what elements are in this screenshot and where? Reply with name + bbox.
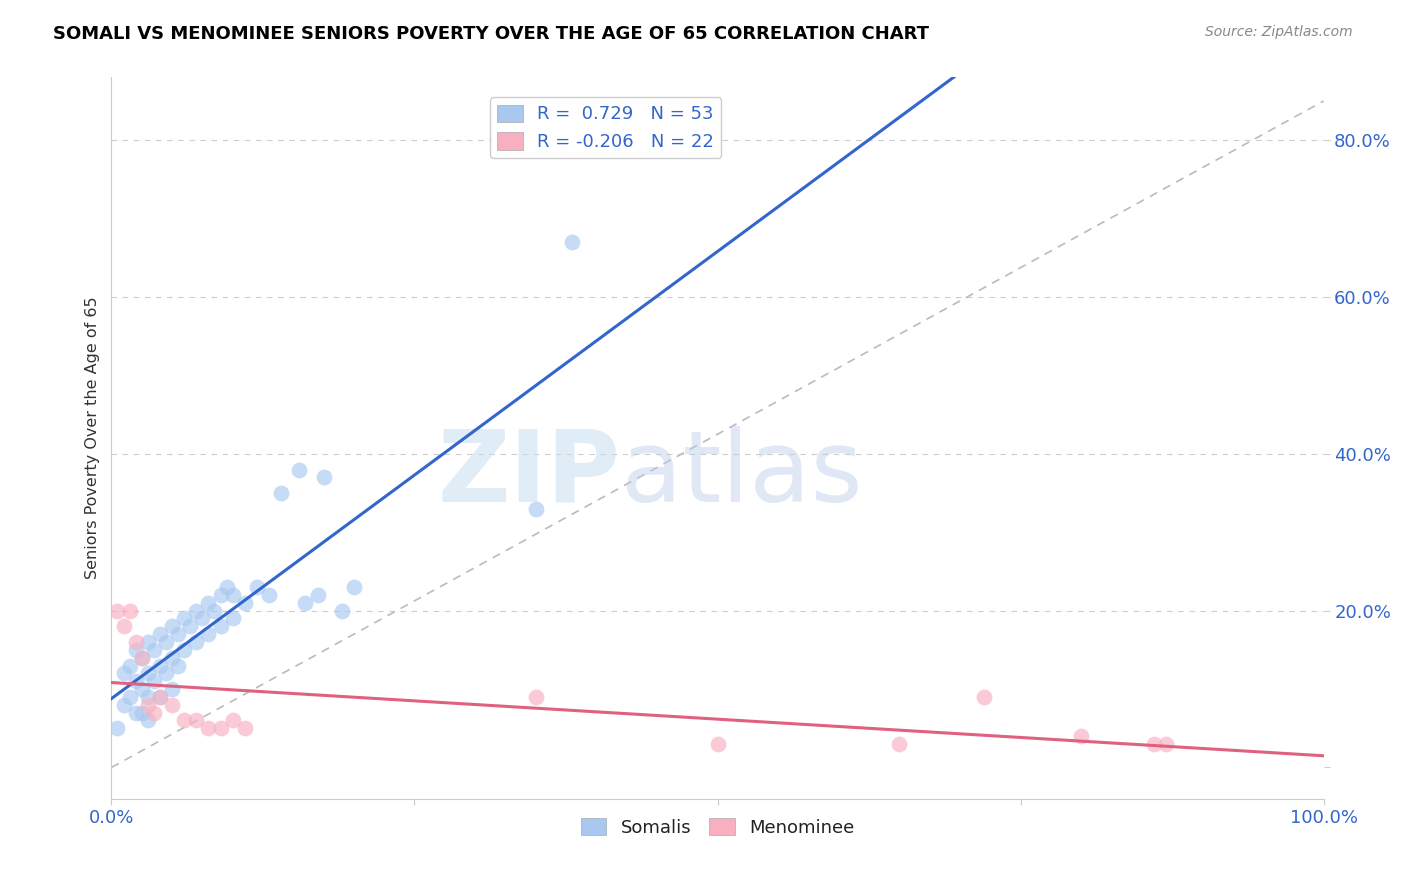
Point — [524, 690, 547, 704]
Point — [107, 604, 129, 618]
Point — [118, 658, 141, 673]
Point — [1154, 737, 1177, 751]
Point — [1070, 729, 1092, 743]
Point — [197, 596, 219, 610]
Point — [124, 706, 146, 720]
Point — [221, 714, 243, 728]
Point — [204, 604, 226, 618]
Point — [112, 698, 135, 712]
Y-axis label: Seniors Poverty Over the Age of 65: Seniors Poverty Over the Age of 65 — [86, 297, 100, 580]
Point — [112, 619, 135, 633]
Point — [186, 635, 208, 649]
Point — [197, 627, 219, 641]
Point — [173, 611, 195, 625]
Point — [149, 690, 172, 704]
Point — [209, 721, 232, 735]
Point — [155, 666, 177, 681]
Point — [136, 635, 159, 649]
Point — [215, 580, 238, 594]
Point — [343, 580, 366, 594]
Point — [136, 690, 159, 704]
Point — [889, 737, 911, 751]
Point — [307, 588, 329, 602]
Point — [270, 486, 292, 500]
Text: ZIP: ZIP — [437, 425, 620, 523]
Point — [155, 635, 177, 649]
Point — [561, 235, 583, 249]
Point — [191, 611, 214, 625]
Point — [112, 666, 135, 681]
Point — [142, 674, 165, 689]
Point — [131, 650, 153, 665]
Text: atlas: atlas — [620, 425, 862, 523]
Point — [160, 650, 183, 665]
Point — [118, 690, 141, 704]
Point — [209, 619, 232, 633]
Point — [246, 580, 269, 594]
Point — [124, 674, 146, 689]
Text: SOMALI VS MENOMINEE SENIORS POVERTY OVER THE AGE OF 65 CORRELATION CHART: SOMALI VS MENOMINEE SENIORS POVERTY OVER… — [53, 25, 929, 43]
Point — [330, 604, 353, 618]
Point — [173, 714, 195, 728]
Point — [149, 690, 172, 704]
Point — [136, 698, 159, 712]
Point — [160, 698, 183, 712]
Text: Source: ZipAtlas.com: Source: ZipAtlas.com — [1205, 25, 1353, 39]
Point — [179, 619, 201, 633]
Point — [209, 588, 232, 602]
Point — [131, 706, 153, 720]
Point — [524, 501, 547, 516]
Point — [142, 643, 165, 657]
Point — [107, 721, 129, 735]
Point — [197, 721, 219, 735]
Point — [186, 604, 208, 618]
Point — [186, 714, 208, 728]
Point — [124, 635, 146, 649]
Point — [160, 619, 183, 633]
Point — [160, 681, 183, 696]
Point — [167, 658, 190, 673]
Point — [124, 643, 146, 657]
Point — [233, 596, 256, 610]
Point — [136, 666, 159, 681]
Point — [294, 596, 316, 610]
Point — [173, 643, 195, 657]
Point — [221, 611, 243, 625]
Point — [149, 627, 172, 641]
Point — [257, 588, 280, 602]
Point — [149, 658, 172, 673]
Legend: Somalis, Menominee: Somalis, Menominee — [574, 811, 862, 844]
Point — [288, 462, 311, 476]
Point — [706, 737, 728, 751]
Point — [131, 650, 153, 665]
Point — [136, 714, 159, 728]
Point — [131, 681, 153, 696]
Point — [312, 470, 335, 484]
Point — [233, 721, 256, 735]
Point — [142, 706, 165, 720]
Point — [167, 627, 190, 641]
Point — [221, 588, 243, 602]
Point — [118, 604, 141, 618]
Point — [1143, 737, 1166, 751]
Point — [973, 690, 995, 704]
